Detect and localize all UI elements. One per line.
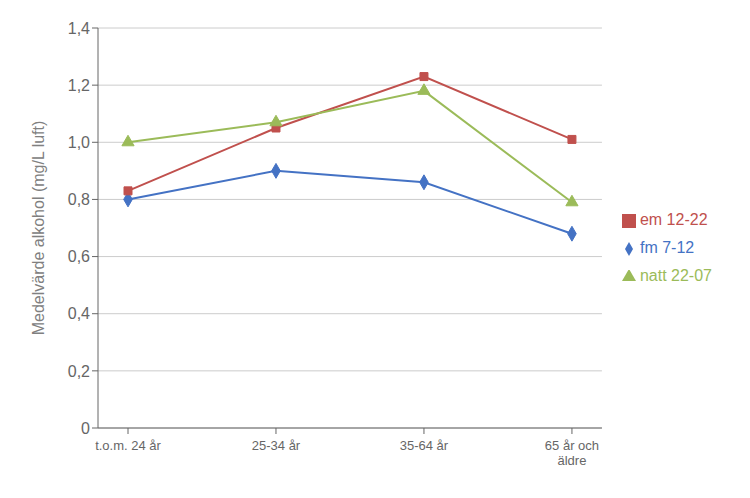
svg-text:0,6: 0,6 [68,248,90,265]
svg-text:0: 0 [81,420,90,437]
svg-text:Medelvärde alkohol (mg/L luft): Medelvärde alkohol (mg/L luft) [30,121,47,336]
svg-text:35-64 år: 35-64 år [400,438,449,453]
svg-text:1,0: 1,0 [68,134,90,151]
svg-text:25-34 år: 25-34 år [252,438,301,453]
svg-text:t.o.m. 24 år: t.o.m. 24 år [95,438,161,453]
html-text:natt 22-07: natt 22-07 [639,267,712,284]
html-text:em 12-22: em 12-22 [639,211,708,228]
svg-text:0,4: 0,4 [68,305,90,322]
svg-text:0,2: 0,2 [68,363,90,380]
svg-text:0,8: 0,8 [68,191,90,208]
html-text:fm 7-12: fm 7-12 [639,239,695,256]
svg-text:1,2: 1,2 [68,77,90,94]
svg-text:1,4: 1,4 [68,20,90,37]
svg-text:65 år ochäldre: 65 år ochäldre [545,438,599,468]
